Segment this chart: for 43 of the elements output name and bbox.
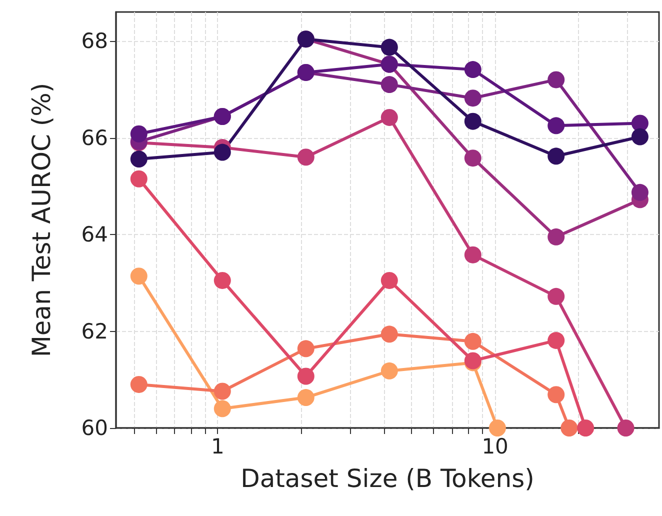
point — [130, 170, 148, 188]
y-axis-title: Mean Test AUROC (%) — [27, 82, 56, 358]
point — [297, 368, 314, 385]
point — [380, 362, 398, 380]
point — [380, 272, 398, 289]
x-axis-title: Dataset Size (B Tokens) — [240, 464, 534, 493]
x-tick-label: 1 — [210, 434, 224, 458]
point — [214, 382, 231, 400]
y-tick-label: 68 — [81, 29, 108, 54]
point — [297, 389, 314, 406]
point — [464, 112, 482, 130]
point — [380, 76, 398, 94]
point — [297, 148, 314, 166]
point — [631, 128, 648, 146]
point — [548, 148, 565, 165]
point — [130, 376, 148, 393]
point — [548, 332, 565, 349]
point — [464, 90, 482, 107]
point — [464, 246, 482, 264]
point — [464, 150, 482, 167]
point — [380, 38, 398, 56]
point — [548, 117, 565, 134]
point — [380, 108, 398, 126]
point — [130, 125, 148, 142]
point — [464, 61, 482, 78]
point — [130, 150, 148, 168]
point — [631, 184, 648, 201]
point — [214, 400, 231, 418]
point — [214, 272, 231, 289]
point — [548, 288, 565, 305]
point — [297, 340, 314, 358]
y-tick-label: 60 — [81, 416, 108, 440]
point — [214, 144, 231, 161]
x-tick-label: 10 — [482, 434, 508, 458]
point — [548, 71, 565, 88]
y-tick-label: 62 — [81, 319, 108, 344]
point — [548, 386, 565, 404]
point — [380, 326, 398, 343]
y-tick-label: 64 — [81, 222, 108, 247]
y-tick-label: 66 — [81, 126, 108, 150]
point — [548, 228, 565, 246]
point — [464, 332, 482, 350]
point — [130, 268, 148, 285]
